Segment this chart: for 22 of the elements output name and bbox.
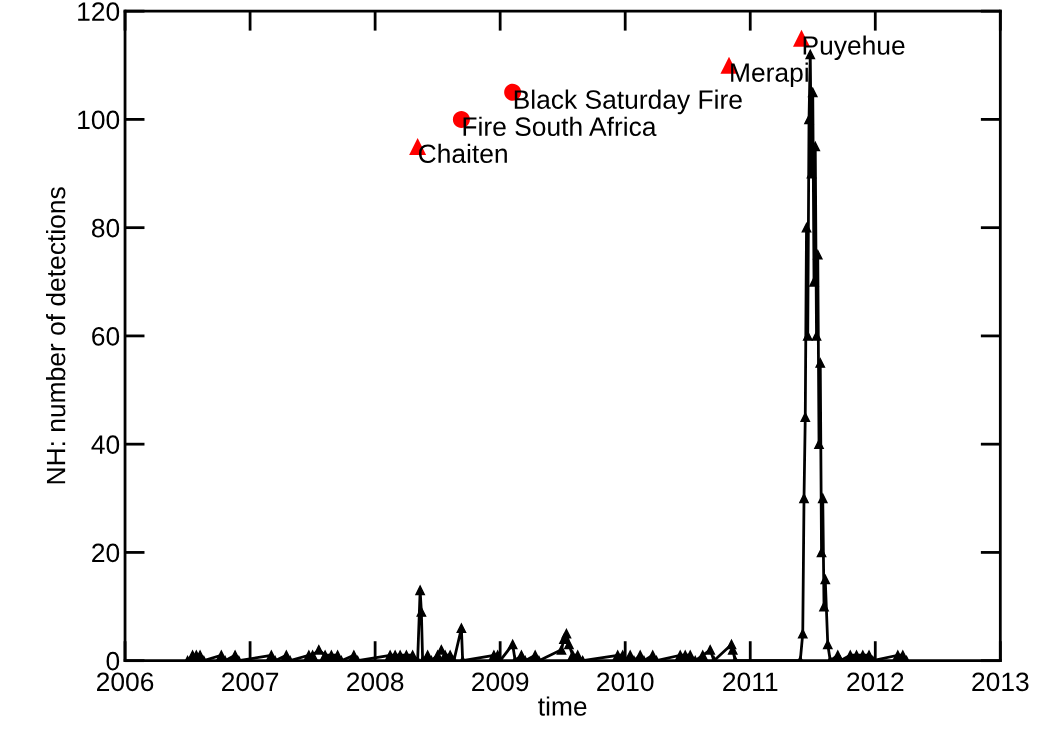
y-tick-label: 100	[78, 110, 120, 130]
x-tick-label: 2008	[347, 672, 404, 692]
annotation: Puyehue	[803, 35, 905, 61]
y-tick-label: 120	[78, 2, 120, 21]
x-tick-label: 2006	[97, 672, 154, 692]
annotation: Chaiten	[418, 143, 507, 164]
y-tick-label: 40	[91, 435, 120, 454]
annotation: Fire South Africa	[463, 116, 657, 137]
y-tick-label: 0	[106, 651, 120, 671]
x-axis-title: time	[538, 696, 587, 716]
x-tick-label: 2007	[222, 672, 279, 692]
y-axis-title: NH: number of detections	[46, 187, 66, 484]
x-tick-label: 2010	[597, 672, 654, 692]
y-tick-label: 60	[92, 327, 120, 346]
x-tick-label: 2013	[972, 672, 1029, 692]
annotation: Black Saturday Fire	[514, 89, 742, 115]
x-tick-label: 2011	[723, 672, 778, 692]
annotation: Merapi	[731, 62, 808, 88]
x-tick-label: 2012	[847, 672, 904, 692]
y-tick-label: 80	[91, 218, 120, 238]
y-tick-label: 20	[92, 543, 120, 563]
x-tick-label: 2009	[472, 672, 529, 692]
